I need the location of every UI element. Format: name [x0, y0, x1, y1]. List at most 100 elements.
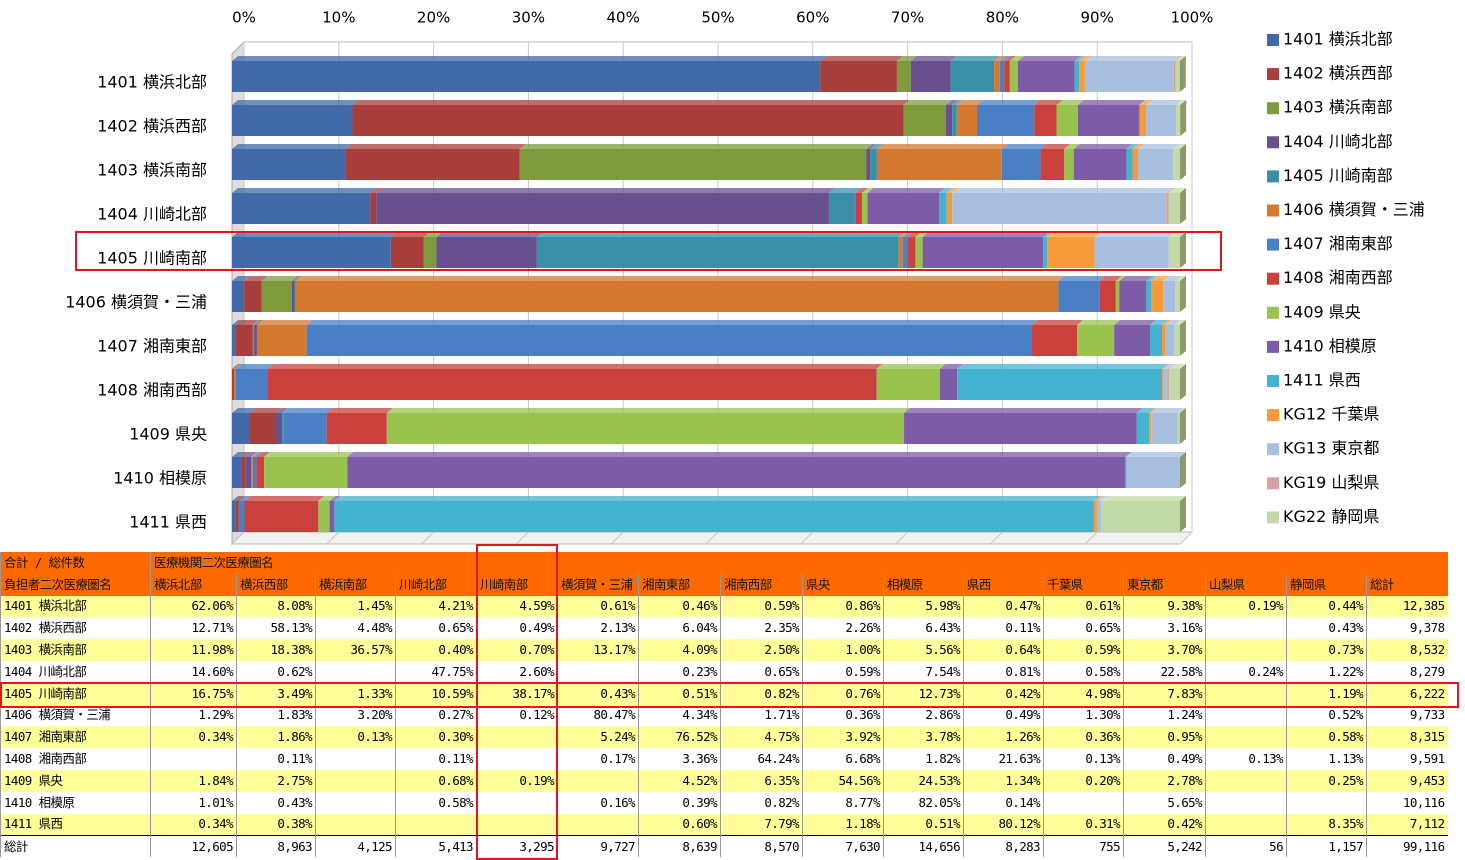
bar-top [318, 496, 336, 501]
x-tick-label: 10% [322, 9, 355, 27]
bar [306, 325, 1033, 356]
x-tick-label: 100% [1171, 9, 1214, 27]
bar-top [1001, 144, 1047, 149]
bar-top [939, 364, 964, 369]
table-cell: 0.61% [1043, 595, 1124, 618]
bar [1047, 237, 1095, 268]
bar [939, 369, 958, 400]
bar-top [234, 364, 242, 369]
legend-label: KG19 山梨県 [1283, 473, 1379, 492]
bar [861, 193, 868, 224]
category-label: 1403 横浜南部 [97, 161, 207, 180]
bar-top [329, 496, 341, 501]
legend-label: 1408 湘南西部 [1283, 268, 1393, 287]
floor-grid-line [516, 531, 529, 545]
bar [853, 193, 856, 224]
table-cell: 合計 / 総件数 [0, 552, 151, 574]
table-cell: 12.73% [883, 682, 964, 705]
bar [915, 237, 923, 268]
bar-top [264, 452, 354, 457]
bar [1151, 413, 1178, 444]
table-cell: 2.75% [236, 769, 316, 792]
bar-top [956, 100, 984, 105]
table-cell: 4.59% [476, 595, 558, 618]
legend-label: 1401 横浜北部 [1283, 30, 1393, 49]
bar-top [423, 232, 443, 237]
bar-top [853, 188, 862, 193]
bar-top [855, 188, 868, 193]
table-cell: 12,605 [150, 834, 237, 858]
bar-top [1132, 144, 1145, 149]
table-cell: 4.48% [315, 617, 396, 640]
bar-top [232, 100, 359, 105]
bar [1094, 237, 1169, 268]
table-cell: 3.78% [883, 726, 964, 749]
bar [1077, 105, 1139, 136]
table-cell: 県央 [802, 573, 884, 596]
table-cell: 2.35% [720, 617, 803, 640]
bar [1150, 325, 1162, 356]
bar [1001, 149, 1041, 180]
legend-swatch [1267, 34, 1279, 46]
bar-top [876, 144, 1008, 149]
bar [1004, 61, 1010, 92]
bar [251, 457, 253, 488]
bar-top [939, 188, 953, 193]
floor-grid-line [231, 531, 245, 545]
table-cell: 千葉県 [1043, 573, 1124, 596]
table-cell: 1.71% [720, 704, 803, 727]
bar-top [370, 188, 383, 193]
table-cell: 0.49% [1123, 748, 1206, 770]
table-cell: 0.40% [395, 639, 477, 661]
bar-top [1163, 364, 1175, 369]
floor-grid-line [1179, 531, 1193, 545]
table-cell: 0.51% [638, 682, 721, 705]
table-cell: 0.70% [476, 639, 558, 661]
category-label: 1405 川崎南部 [97, 249, 207, 268]
legend-swatch [1267, 511, 1279, 524]
x-tick-label: 50% [701, 9, 734, 27]
legend-swatch [1267, 340, 1279, 353]
table-cell: 58.13% [236, 617, 316, 640]
table-cell: 3.16% [1123, 617, 1206, 640]
legend-swatch [1267, 375, 1279, 387]
floor-grid-line [705, 531, 719, 545]
table-cell: 0.11% [963, 617, 1044, 640]
bar [1149, 413, 1152, 444]
table-cell: 10.59% [395, 682, 477, 705]
table-cell: 0.19% [476, 769, 558, 792]
bar-top [1168, 232, 1186, 237]
table-cell: 5.98% [883, 595, 964, 618]
bar-top [999, 56, 1011, 61]
table-cell: 相模原 [883, 573, 964, 596]
table-cell: 0.95% [1123, 726, 1206, 749]
legend-swatch [1267, 272, 1279, 285]
x-tick-label: 60% [796, 9, 829, 27]
bar-top [244, 276, 268, 281]
bar-top [994, 56, 1006, 61]
floor-grid-line [610, 531, 624, 545]
bar [1043, 237, 1048, 268]
bar-top [1150, 276, 1170, 281]
table-cell: 10,116 [1365, 791, 1448, 814]
bar-top [232, 144, 352, 149]
bar-top [922, 232, 1050, 237]
bar [876, 369, 940, 400]
bar [1150, 281, 1164, 312]
bar-top [386, 408, 911, 413]
legend-label: 1411 県西 [1283, 371, 1361, 390]
bar [876, 149, 1002, 180]
legend-swatch [1267, 136, 1279, 149]
bar-top [1043, 232, 1054, 237]
table-cell: 0.76% [802, 682, 884, 705]
table-cell: 8,532 [1365, 639, 1448, 661]
bar-top [345, 144, 526, 149]
legend-swatch [1267, 306, 1279, 319]
bar [232, 413, 250, 444]
table-cell: 9,378 [1365, 617, 1448, 640]
table-cell: 0.19% [1205, 595, 1287, 618]
table-cell [315, 813, 396, 836]
table-row: 1405 川崎南部 16.75% 3.49% 1.33% 10.59% 38.17% 0.4… [0, 682, 1448, 705]
legend-swatch [1267, 170, 1279, 183]
